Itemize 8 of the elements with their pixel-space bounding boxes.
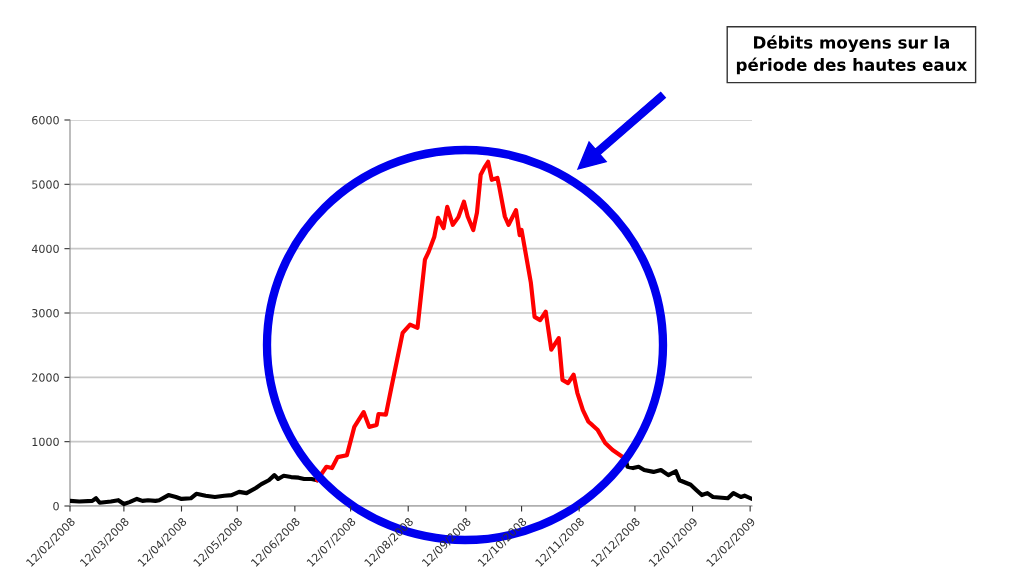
text: Débits moyens sur la période des hautes eaux xyxy=(736,35,968,75)
y-tick-label: 6000 xyxy=(32,115,59,125)
y-tick-label: 4000 xyxy=(31,244,59,254)
y-tick-label: 3000 xyxy=(32,308,59,318)
y-tick-label: 1000 xyxy=(32,437,59,447)
y-tick-label: 2000 xyxy=(32,373,59,382)
y-tick-label: 5000 xyxy=(32,180,59,189)
y-tick-label: 0 xyxy=(53,501,59,511)
